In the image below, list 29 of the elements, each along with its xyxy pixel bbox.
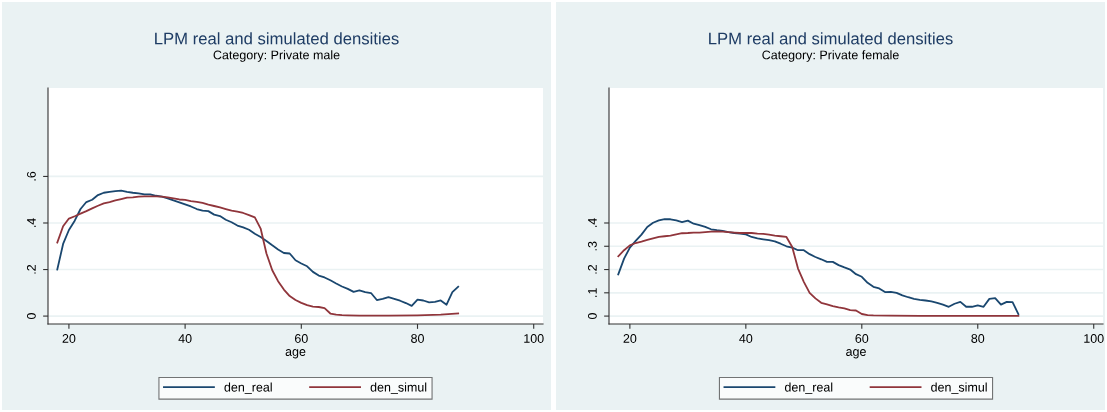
y-tick-label: .2 [587,264,597,274]
x-axis-title: age [285,349,306,359]
chart-title: LPM real and simulated densities [155,32,399,45]
y-tick-label: .6 [26,171,36,181]
legend-label: den_simul [370,382,427,394]
x-tick-label: 60 [855,334,869,343]
x-tick-label: 40 [739,334,753,343]
legend-label: den_simul [931,382,987,394]
x-tick-label: 80 [411,334,424,343]
x-tick-label: 100 [1084,334,1104,343]
chart-title: LPM real and simulated densities [709,32,953,45]
legend-label: den_real [224,382,272,394]
y-tick-label: .4 [27,218,36,228]
chart-subtitle: Category: Private female [762,50,899,62]
y-tick-label: .4 [588,218,597,228]
y-tick-label: .3 [587,241,597,251]
chart-subtitle: Category: Private male [213,50,340,62]
x-axis-title: age [846,349,866,359]
y-tick-label: 0 [587,313,597,320]
x-tick-label: 80 [971,334,985,343]
y-tick-label: .1 [588,288,597,297]
x-tick-label: 40 [178,334,192,343]
y-tick-label: 0 [26,313,36,320]
x-tick-label: 20 [62,334,76,343]
legend-label: den_real [784,382,833,394]
x-tick-label: 20 [623,334,637,343]
y-tick-label: .2 [26,264,36,274]
x-tick-label: 60 [294,334,308,343]
x-tick-label: 100 [524,334,544,343]
